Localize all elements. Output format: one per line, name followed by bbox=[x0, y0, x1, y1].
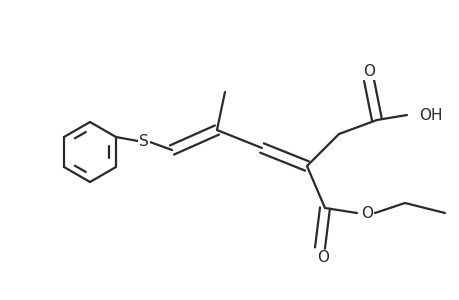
Text: O: O bbox=[316, 250, 328, 266]
Text: O: O bbox=[360, 206, 372, 220]
Text: O: O bbox=[362, 64, 374, 80]
Text: OH: OH bbox=[418, 107, 442, 122]
Text: S: S bbox=[139, 134, 149, 149]
